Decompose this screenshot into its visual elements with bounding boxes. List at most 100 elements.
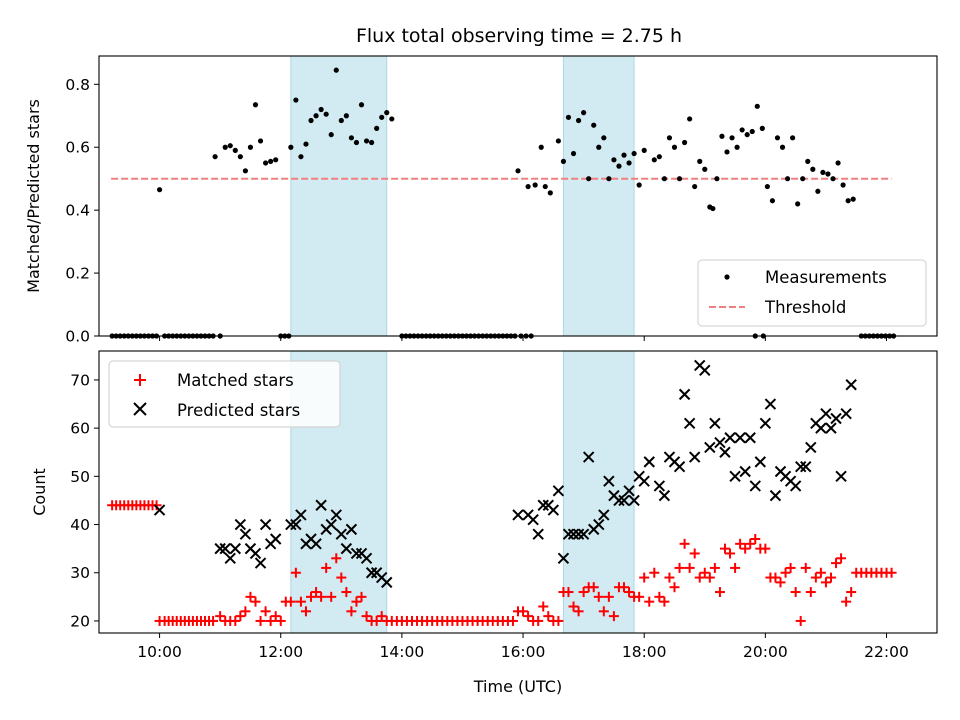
predicted-point: [537, 499, 549, 511]
matched-point: [336, 572, 347, 583]
measurement-point: [525, 183, 531, 190]
y-tick-label: 50: [70, 468, 90, 486]
predicted-point: [613, 494, 625, 507]
measurement-point: [252, 102, 259, 108]
matched-point: [578, 587, 589, 598]
matched-point: [260, 606, 271, 617]
predicted-point: [739, 465, 751, 478]
matched-point: [825, 572, 836, 583]
measurement-point: [774, 135, 781, 141]
matched-point: [290, 567, 301, 578]
predicted-point: [547, 504, 560, 516]
measurement-point: [318, 106, 324, 113]
matched-point: [704, 572, 715, 583]
predicted-point: [381, 576, 393, 589]
predicted-point: [638, 475, 650, 487]
predicted-point: [224, 552, 236, 564]
measurement-point: [353, 139, 360, 146]
measurement-point: [237, 154, 243, 160]
predicted-point: [623, 485, 635, 497]
measurement-point: [532, 182, 538, 188]
observing-window-1: [290, 55, 388, 337]
measurement-point: [759, 125, 765, 131]
measurement-point: [328, 132, 334, 138]
measurement-point: [273, 157, 279, 163]
matched-point: [270, 611, 281, 622]
measurement-point: [815, 188, 821, 194]
x-tick-label: 10:00: [137, 643, 182, 661]
measurement-point: [313, 113, 319, 119]
top-axes-frame: [98, 55, 938, 337]
measurement-point: [714, 176, 720, 182]
matched-point: [306, 591, 317, 602]
count-series: [107, 359, 897, 626]
measurement-point: [538, 144, 544, 150]
measurement-point: [358, 102, 365, 108]
measurement-point: [611, 157, 617, 163]
predicted-point: [577, 528, 590, 540]
y-tick-label: 40: [70, 516, 90, 534]
measurement-point: [795, 201, 801, 207]
predicted-point: [582, 451, 595, 463]
matched-point: [725, 548, 736, 559]
matched-point: [699, 567, 710, 578]
y-tick-label: 0.8: [65, 76, 90, 94]
measurement-point: [262, 160, 269, 166]
y-tick-label: 30: [70, 564, 90, 582]
measurement-point: [631, 150, 637, 157]
predicted-point: [567, 528, 580, 540]
predicted-point: [340, 542, 353, 555]
matched-point: [624, 587, 635, 598]
matched-point: [573, 606, 584, 617]
matched-point: [240, 606, 251, 617]
matched-point: [361, 611, 372, 622]
measurement-point: [303, 141, 309, 147]
matched-point: [674, 562, 685, 573]
measurement-point: [671, 144, 678, 150]
measurement-point: [369, 139, 375, 146]
matched-point: [235, 611, 246, 622]
matched-point: [538, 601, 549, 612]
measurement-point: [769, 198, 776, 204]
y-tick-label: 0.4: [65, 202, 90, 220]
measurement-point: [333, 67, 339, 73]
predicted-point: [603, 475, 615, 487]
matched-point: [841, 596, 852, 607]
matched-point: [376, 611, 387, 622]
measurement-point: [729, 135, 735, 141]
measurement-point: [616, 163, 622, 169]
predicted-point: [325, 518, 337, 531]
matched-point: [800, 562, 811, 573]
measurement-point: [596, 144, 602, 150]
matched-point: [295, 596, 306, 607]
measurement-point: [227, 143, 233, 149]
predicted-point: [562, 528, 575, 540]
predicted-point: [269, 533, 282, 545]
predicted-point: [532, 528, 544, 540]
matched-point: [151, 500, 162, 511]
matched-point: [316, 591, 327, 602]
matched-point: [719, 543, 730, 554]
predicted-point: [749, 480, 761, 492]
matched-point: [346, 606, 357, 617]
matched-point: [285, 596, 296, 607]
predicted-point: [704, 441, 716, 454]
measurement-point: [621, 152, 627, 158]
predicted-point: [845, 379, 857, 391]
measurement-point: [323, 111, 329, 117]
matched-point: [815, 567, 826, 578]
matched-point: [795, 615, 806, 626]
x-tick-label: 18:00: [622, 643, 667, 661]
measurement-point: [363, 138, 370, 144]
matched-point: [275, 615, 286, 626]
measurement-point: [343, 113, 349, 119]
y-tick-label: 0.0: [65, 328, 90, 346]
measurement-point: [641, 147, 647, 153]
predicted-point: [598, 509, 610, 521]
observing-windows: [290, 55, 635, 337]
measurement-point: [575, 117, 582, 124]
measurement-point: [601, 135, 607, 141]
measurement-point: [661, 176, 667, 182]
measurement-point: [805, 158, 811, 164]
matched-point: [831, 558, 842, 569]
